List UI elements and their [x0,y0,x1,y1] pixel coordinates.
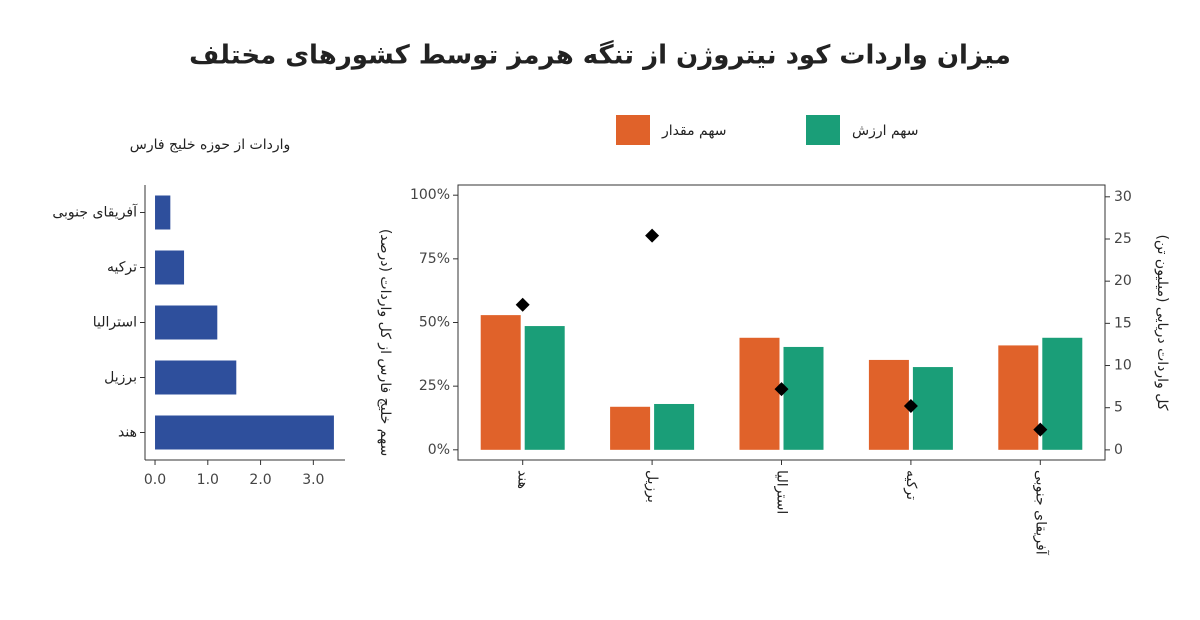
bar [155,250,185,285]
chart-title: واردات از حوزه خلیج فارس [130,137,291,153]
bar [610,406,651,450]
diamond-marker [515,297,530,312]
y2-axis-label: کل واردات دریایی (میلیون تن) [1154,234,1170,410]
bar [155,360,237,395]
y-tick-label: 0% [428,442,450,458]
y-tick-label: 25% [419,378,450,394]
x-tick-label: 1.0 [197,472,219,488]
y-tick-label: 100% [410,187,450,203]
y2-tick-label: 5 [1114,400,1123,416]
y2-tick-label: 10 [1114,358,1132,374]
bar [912,367,953,450]
bar [1042,337,1083,450]
page-title: میزان واردات کود نیتروژن از تنگه هرمز تو… [189,40,1011,71]
bar [155,195,171,230]
diamond-marker [903,399,918,414]
bar [998,345,1039,450]
bar [480,315,521,450]
diamond-marker [1033,422,1048,437]
legend-label: سهم مقدار [661,123,727,139]
y2-tick-label: 15 [1114,315,1132,331]
legend-label: سهم ارزش [852,123,918,139]
x-tick-label: هند [515,470,531,489]
y-tick-label: هند [118,425,137,441]
x-tick-label: 3.0 [302,472,324,488]
bar [155,305,218,340]
bar [654,403,695,450]
bar [155,415,334,450]
y-tick-label: برزیل [104,370,137,386]
diamond-marker [774,382,789,397]
x-tick-label: 0.0 [144,472,166,488]
x-tick-label: 2.0 [249,472,271,488]
x-tick-label: آفریقای جنوبی [1032,470,1049,556]
diamond-marker [645,228,660,243]
y-tick-label: استرالیا [93,315,137,331]
x-tick-label: برزیل [644,470,660,503]
y-tick-label: آفریقای جنوبی [52,204,138,221]
y2-tick-label: 20 [1114,273,1132,289]
bar [868,359,909,450]
y2-tick-label: 25 [1114,231,1132,247]
bar [739,337,780,450]
y-tick-label: ترکیه [107,260,137,276]
y2-tick-label: 30 [1114,189,1132,205]
y-tick-label: 75% [419,251,450,267]
y2-tick-label: 0 [1114,442,1123,458]
bar [783,346,824,450]
x-tick-label: استرالیا [774,470,790,514]
y-tick-label: 50% [419,315,450,331]
legend-swatch [616,115,650,145]
legend-swatch [806,115,840,145]
x-tick-label: ترکیه [903,470,919,500]
bar [524,326,565,450]
y-axis-label: سهم خلیج فارس از کل واردات (درصد) [377,229,393,456]
